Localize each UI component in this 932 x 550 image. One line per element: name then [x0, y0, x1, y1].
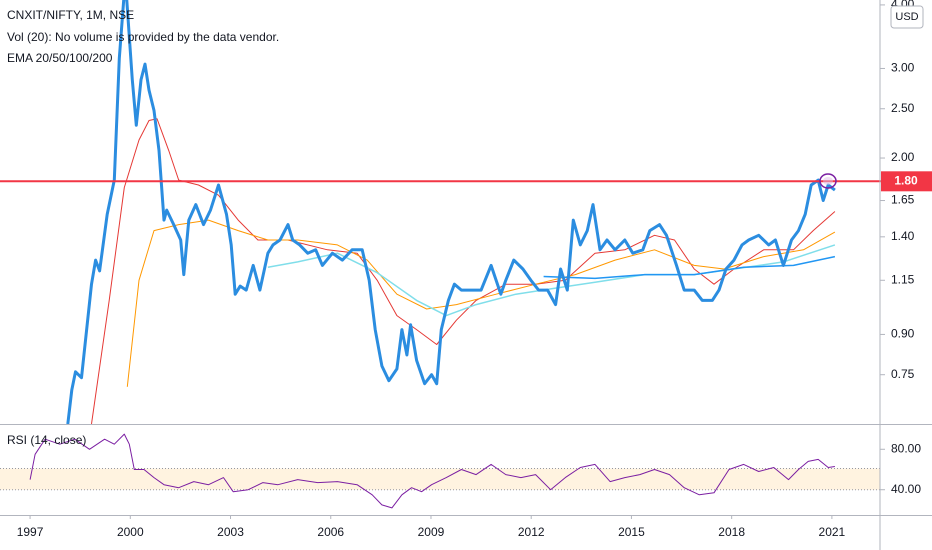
series-line — [29, 433, 835, 509]
currency-label: USD — [895, 11, 918, 23]
y-tick-label: 2.50 — [891, 101, 915, 115]
rsi-band — [0, 468, 880, 490]
y-tick-label: 0.90 — [891, 327, 915, 341]
y-tick-label: 80.00 — [891, 441, 921, 455]
volume-note: Vol (20): No volume is provided by the d… — [7, 30, 279, 44]
y-tick-label: 1.15 — [891, 272, 915, 286]
y-tick-label: 0.75 — [891, 367, 915, 381]
main-pane — [0, 0, 880, 424]
x-tick-label: 2000 — [117, 525, 144, 539]
x-tick-label: 2021 — [819, 525, 846, 539]
x-tick-label: 2006 — [317, 525, 344, 539]
y-tick-label: 2.00 — [891, 150, 915, 164]
y-tick-label: 1.65 — [891, 193, 915, 207]
series-line — [126, 219, 836, 387]
highlight-fill — [823, 177, 833, 185]
x-tick-label: 2012 — [518, 525, 545, 539]
x-tick-label: 1997 — [17, 525, 44, 539]
ema-note: EMA 20/50/100/200 — [7, 51, 113, 65]
series-line — [66, 0, 836, 424]
x-tick-label: 2009 — [418, 525, 445, 539]
rsi-title: RSI (14, close) — [7, 433, 86, 447]
currency-box — [890, 5, 924, 29]
y-tick-label: 40.00 — [891, 482, 921, 496]
price-label-box — [881, 171, 932, 192]
axes: 0.750.901.151.401.652.002.503.004.001.80… — [17, 0, 932, 539]
x-tick-label: 2018 — [718, 525, 745, 539]
y-tick-label: 3.00 — [891, 61, 915, 75]
price-label: 1.80 — [894, 173, 918, 187]
x-tick-label: 2015 — [618, 525, 645, 539]
chart-title: CNXIT/NIFTY, 1M, NSE — [7, 8, 134, 22]
series-line — [543, 255, 836, 280]
x-tick-label: 2003 — [217, 525, 244, 539]
y-tick-label: 1.40 — [891, 229, 915, 243]
rsi-pane — [0, 433, 880, 509]
highlight-circle — [819, 173, 837, 189]
